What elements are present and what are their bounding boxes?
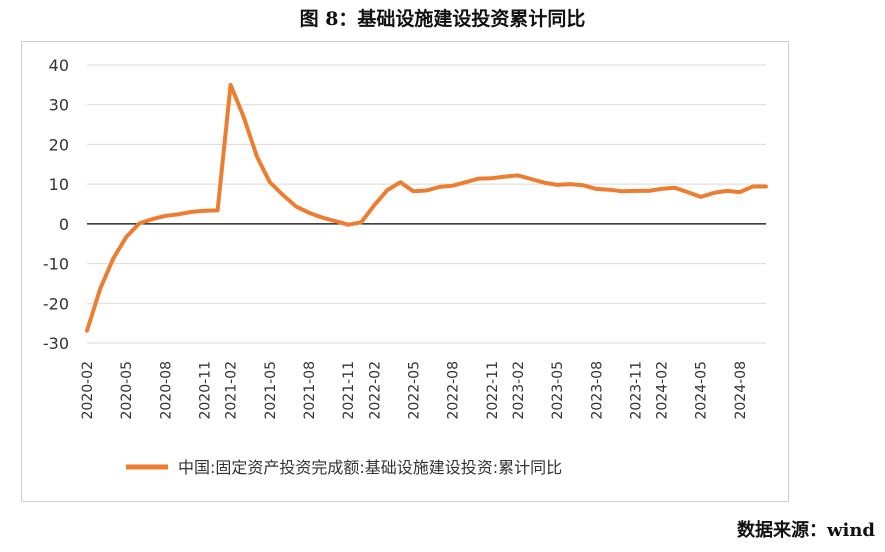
x-tick-label: 2023-11 xyxy=(628,361,644,420)
x-tick-label: 2024-02 xyxy=(655,361,671,420)
x-tick-label: 2020-11 xyxy=(198,361,214,420)
x-tick-label: 2022-02 xyxy=(367,361,383,420)
x-axis-ticks: 2020-02 2020-05 2020-08 2020-11 2021-02 2021-… xyxy=(80,361,749,420)
x-tick-label: 2020-08 xyxy=(158,361,174,420)
x-tick-label: 2020-02 xyxy=(80,361,96,420)
series-layer xyxy=(85,82,768,333)
y-tick-label: 30 xyxy=(49,96,69,115)
x-tick-label: 2023-05 xyxy=(550,361,566,420)
x-tick-label: 2023-02 xyxy=(511,361,527,420)
x-tick-label: 2022-08 xyxy=(446,361,462,420)
x-tick-label: 2022-05 xyxy=(406,361,422,420)
x-tick-label: 2024-08 xyxy=(733,361,749,420)
y-tick-label: 10 xyxy=(49,175,69,194)
y-tick-label: -10 xyxy=(43,255,69,274)
grid-lines xyxy=(87,64,766,344)
x-tick-label: 2023-08 xyxy=(589,361,605,420)
x-tick-label: 2021-11 xyxy=(341,361,357,420)
y-axis-ticks: 40 30 20 10 0 -10 -20 -30 xyxy=(43,56,69,353)
legend: 中国:固定资产投资完成额:基础设施建设投资:累计同比 xyxy=(126,458,562,477)
x-tick-label: 2024-05 xyxy=(694,361,710,420)
y-tick-label: 20 xyxy=(49,135,69,154)
series-line xyxy=(85,82,768,333)
y-tick-label: -30 xyxy=(43,334,69,353)
x-tick-label: 2021-02 xyxy=(224,361,240,420)
y-tick-label: -20 xyxy=(43,294,69,313)
x-tick-label: 2021-08 xyxy=(302,361,318,420)
y-tick-label: 40 xyxy=(49,56,69,75)
y-tick-label: 0 xyxy=(59,215,69,234)
source-note: 数据来源：wind xyxy=(736,520,875,541)
x-tick-label: 2020-05 xyxy=(119,361,135,420)
x-tick-label: 2021-05 xyxy=(263,361,279,420)
chart-frame xyxy=(21,41,789,502)
page-title: 图 8：基础设施建设投资累计同比 xyxy=(299,8,586,30)
legend-label: 中国:固定资产投资完成额:基础设施建设投资:累计同比 xyxy=(178,458,562,477)
x-tick-label: 2022-11 xyxy=(485,361,501,420)
